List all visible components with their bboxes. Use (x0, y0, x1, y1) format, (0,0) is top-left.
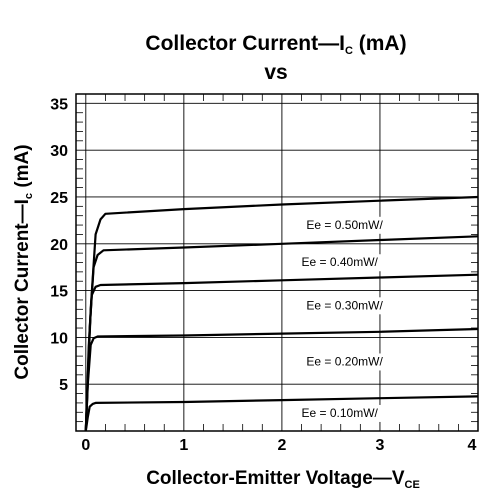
y-tick-label: 35 (50, 96, 68, 113)
curve-label-bg (303, 353, 422, 371)
chart-title: Collector Current—IC (mA) (145, 32, 406, 57)
chart-subtitle: vs (264, 61, 287, 84)
y-tick-labels: 5 10 15 20 25 30 35 (50, 96, 68, 394)
curve-label-4: Ee = 0.20mW/ (306, 354, 383, 368)
curve-3 (84, 273, 479, 432)
curve-5 (84, 395, 479, 432)
curve-label-3: Ee = 0.30mW/ (306, 298, 383, 312)
curve-labels: Ee = 0.50mW/Ee = 0.40mW/Ee = 0.30mW/Ee =… (298, 216, 422, 422)
curve-label-bg (303, 216, 422, 234)
x-tick-label: 4 (468, 437, 477, 454)
x-tick-label: 0 (81, 437, 90, 454)
curve-label-bg (303, 297, 422, 315)
curve-label-bg (298, 404, 417, 422)
x-tick-label: 3 (375, 437, 384, 454)
curve-4 (84, 327, 479, 432)
minor-ticks (76, 94, 478, 431)
y-tick-label: 10 (50, 330, 68, 347)
y-tick-label: 30 (50, 143, 68, 160)
x-tick-label: 2 (277, 437, 286, 454)
curve-label-2: Ee = 0.40mW/ (302, 255, 379, 269)
y-axis-title: Collector Current—Ic (mA) (12, 144, 35, 379)
grid (76, 94, 478, 431)
x-tick-label: 1 (179, 437, 188, 454)
curves (84, 195, 479, 432)
y-tick-label: 5 (59, 377, 68, 394)
plot-frame (75, 93, 479, 432)
x-axis-title: Collector-Emitter Voltage—VCE (146, 468, 420, 491)
y-tick-label: 25 (50, 190, 68, 207)
curve-label-bg (298, 254, 417, 272)
x-tick-labels: 0 1 2 3 4 (81, 437, 476, 454)
curve-label-5: Ee = 0.10mW/ (302, 406, 379, 420)
curve-label-1: Ee = 0.50mW/ (306, 218, 383, 232)
y-tick-label: 15 (50, 284, 68, 301)
y-tick-label: 20 (50, 237, 68, 254)
